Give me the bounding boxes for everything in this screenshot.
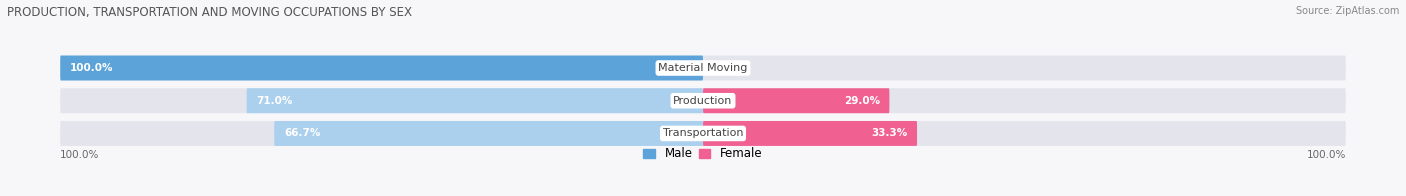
- Text: Source: ZipAtlas.com: Source: ZipAtlas.com: [1295, 6, 1399, 16]
- FancyBboxPatch shape: [703, 88, 890, 113]
- FancyBboxPatch shape: [60, 88, 1346, 113]
- Text: Material Moving: Material Moving: [658, 63, 748, 73]
- Text: 100.0%: 100.0%: [1306, 150, 1346, 160]
- Text: Production: Production: [673, 96, 733, 106]
- FancyBboxPatch shape: [274, 121, 703, 146]
- FancyBboxPatch shape: [60, 121, 1346, 146]
- FancyBboxPatch shape: [60, 55, 703, 81]
- FancyBboxPatch shape: [703, 121, 917, 146]
- FancyBboxPatch shape: [246, 88, 703, 113]
- Text: 71.0%: 71.0%: [256, 96, 292, 106]
- Text: 66.7%: 66.7%: [284, 128, 321, 138]
- FancyBboxPatch shape: [60, 55, 1346, 81]
- Legend: Male, Female: Male, Female: [638, 142, 768, 165]
- Text: Transportation: Transportation: [662, 128, 744, 138]
- Text: 100.0%: 100.0%: [60, 150, 100, 160]
- Text: 33.3%: 33.3%: [872, 128, 907, 138]
- Text: PRODUCTION, TRANSPORTATION AND MOVING OCCUPATIONS BY SEX: PRODUCTION, TRANSPORTATION AND MOVING OC…: [7, 6, 412, 19]
- Text: 0.0%: 0.0%: [713, 63, 741, 73]
- Text: 100.0%: 100.0%: [70, 63, 114, 73]
- Text: 29.0%: 29.0%: [844, 96, 880, 106]
